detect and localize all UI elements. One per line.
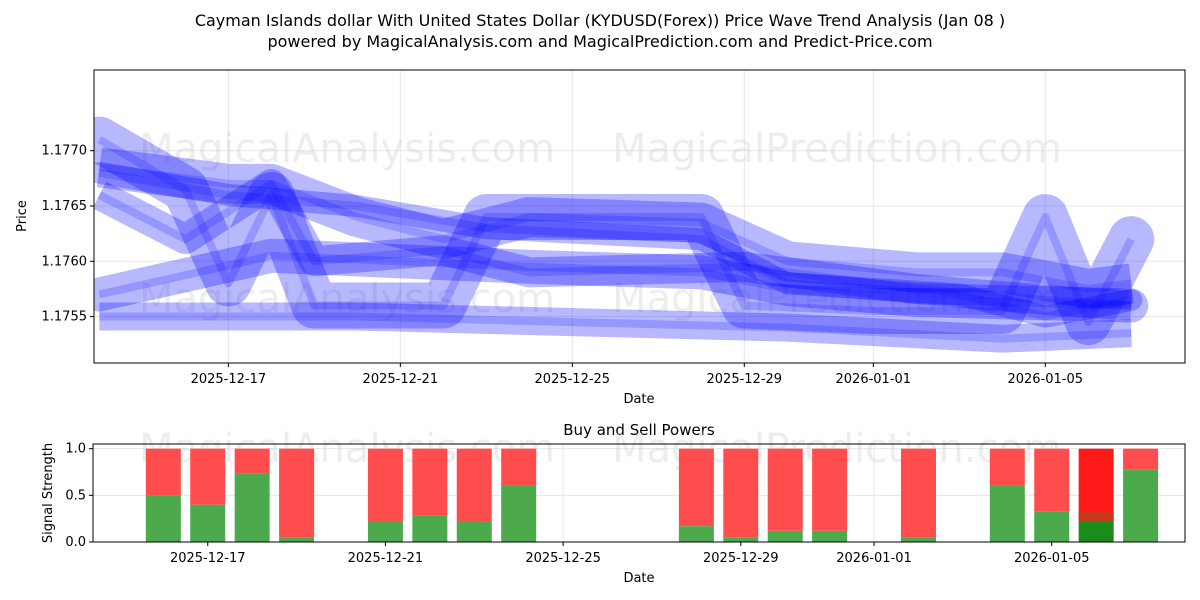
- x-tick-label: 2025-12-17: [170, 551, 246, 566]
- wave-line-wave-2: [98, 251, 1132, 310]
- sell-bar: [234, 448, 270, 474]
- sell-bar: [812, 448, 848, 531]
- watermark: MagicalAnalysis.com: [139, 126, 555, 172]
- buy-bar: [145, 495, 181, 542]
- wave-line-wave-1: [98, 163, 1132, 293]
- x-tick-label: 2025-12-25: [525, 551, 601, 566]
- wave-band-wave-1: [96, 147, 1134, 309]
- wave-band-wave-6: [94, 161, 1143, 328]
- x-tick-label: 2026-01-01: [836, 551, 912, 566]
- x-tick-label: 2026-01-01: [836, 372, 912, 387]
- sell-bar: [412, 448, 448, 516]
- y-tick-label: 0.5: [65, 488, 86, 503]
- sell-bar: [1123, 448, 1159, 470]
- wave-line-wave-3: [99, 312, 1132, 343]
- sell-bar: [678, 448, 714, 527]
- wave-line-wave-4: [97, 136, 1135, 327]
- bottom-chart-title: Buy and Sell Powers: [563, 421, 715, 439]
- wave-band-wave-5: [94, 168, 1133, 321]
- x-tick-label: 2025-12-21: [363, 372, 439, 387]
- wave-line-wave-6: [98, 168, 1133, 321]
- sell-bar: [367, 448, 403, 522]
- x-tick-label: 2025-12-29: [703, 551, 779, 566]
- plot-frame: [93, 69, 1186, 364]
- y-tick-label: 1.1760: [42, 254, 88, 269]
- buy-bar: [723, 537, 759, 542]
- wave-band-wave-2: [94, 238, 1149, 323]
- chart-subtitle: powered by MagicalAnalysis.com and Magic…: [267, 32, 932, 51]
- sell-bar: [190, 448, 226, 505]
- x-tick-label: 2025-12-21: [348, 551, 424, 566]
- buy-bar: [1123, 469, 1159, 542]
- buy-bar: [279, 537, 315, 542]
- sell-bar: [767, 448, 803, 531]
- x-tick-label: 2025-12-29: [707, 372, 783, 387]
- x-tick-label: 2026-01-05: [1014, 551, 1090, 566]
- sell-bar: [900, 448, 936, 538]
- watermark: MagicalPrediction.com: [612, 126, 1062, 172]
- plot-frame: [92, 443, 1186, 543]
- buy-bar: [989, 485, 1025, 542]
- price-wave-chart: MagicalAnalysis.com MagicalPrediction.co…: [15, 69, 1186, 407]
- buy-bar: [190, 504, 226, 542]
- y-tick-label: 0.0: [65, 535, 86, 550]
- x-axis-label: Date: [623, 392, 654, 407]
- buy-bar: [1034, 511, 1070, 542]
- sell-bar: [456, 448, 492, 522]
- wave-band-wave-4: [94, 116, 1155, 346]
- y-tick-label: 1.1770: [42, 144, 88, 159]
- buy-bar: [456, 521, 492, 542]
- sell-bar: [145, 448, 181, 496]
- buy-bar: [412, 515, 448, 542]
- buy-bar: [1078, 521, 1114, 542]
- sell-bar: [501, 448, 537, 486]
- wave-line-wave-5: [97, 179, 1132, 310]
- sell-bar: [1034, 448, 1070, 512]
- y-axis-label: Price: [15, 200, 30, 232]
- watermark: MagicalPrediction.com: [612, 276, 1062, 322]
- buy-bar: [812, 530, 848, 542]
- buy-sell-chart: Buy and Sell Powers MagicalAnalysis.com …: [41, 421, 1186, 586]
- y-tick-label: 1.1765: [42, 199, 88, 214]
- overlap-bar: [1078, 512, 1114, 522]
- buy-bar: [767, 530, 803, 542]
- chart-title: Cayman Islands dollar With United States…: [195, 11, 1005, 30]
- watermark: MagicalAnalysis.com: [139, 276, 555, 322]
- x-tick-label: 2026-01-05: [1007, 372, 1083, 387]
- buy-bar: [678, 526, 714, 542]
- buy-bar: [367, 521, 403, 542]
- sell-bar: [1078, 448, 1114, 522]
- x-axis-label: Date: [623, 571, 654, 586]
- wave-band-wave-3: [99, 302, 1132, 353]
- sell-bar: [279, 448, 315, 538]
- sell-bar: [723, 448, 759, 538]
- y-tick-label: 1.1755: [42, 310, 88, 325]
- buy-bar: [900, 537, 936, 542]
- y-axis-label: Signal Strength: [41, 443, 56, 543]
- buy-bar: [234, 473, 270, 542]
- x-tick-label: 2025-12-17: [191, 372, 267, 387]
- sell-bar: [989, 448, 1025, 486]
- x-tick-label: 2025-12-25: [535, 372, 611, 387]
- buy-bar: [501, 485, 537, 542]
- y-tick-label: 1.0: [65, 442, 86, 457]
